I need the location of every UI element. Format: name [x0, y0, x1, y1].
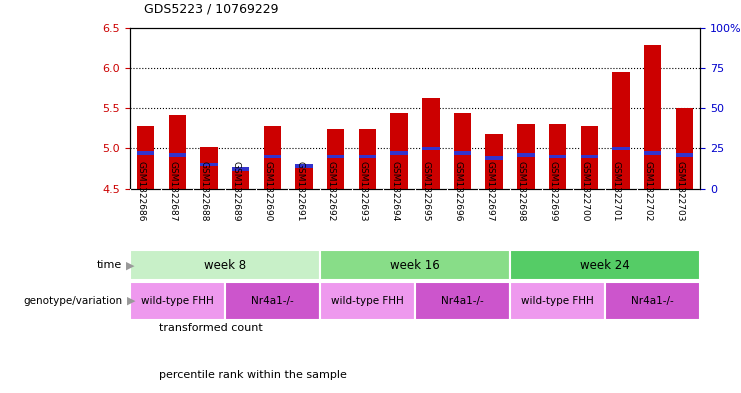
Text: Nr4a1-/-: Nr4a1-/-	[441, 296, 484, 306]
Text: GSM1322696: GSM1322696	[453, 162, 462, 222]
Bar	[137, 126, 154, 189]
Bar	[517, 153, 534, 156]
Bar	[644, 151, 662, 155]
Text: GSM1322691: GSM1322691	[295, 162, 304, 222]
Bar	[510, 250, 700, 280]
Bar	[517, 124, 534, 189]
Bar	[391, 151, 408, 155]
Text: GSM1322697: GSM1322697	[485, 162, 494, 222]
Bar	[422, 147, 439, 150]
Text: time: time	[97, 260, 122, 270]
Bar	[359, 154, 376, 158]
Bar	[510, 282, 605, 320]
Bar	[130, 282, 225, 320]
Bar	[453, 151, 471, 155]
Text: transformed count: transformed count	[159, 323, 263, 333]
Bar	[264, 154, 281, 158]
Bar	[612, 72, 630, 189]
Text: Nr4a1-/-: Nr4a1-/-	[251, 296, 293, 306]
Bar	[549, 124, 566, 189]
Bar	[168, 153, 186, 156]
Bar	[453, 113, 471, 189]
Bar	[296, 164, 313, 168]
Text: GSM1322687: GSM1322687	[168, 162, 177, 222]
Text: ▶: ▶	[126, 260, 134, 270]
Text: GSM1322693: GSM1322693	[359, 162, 368, 222]
Text: GSM1322690: GSM1322690	[263, 162, 273, 222]
Text: GSM1322703: GSM1322703	[675, 162, 685, 222]
Text: Nr4a1-/-: Nr4a1-/-	[631, 296, 674, 306]
Text: week 16: week 16	[390, 259, 440, 272]
Bar	[296, 164, 313, 189]
Bar	[612, 147, 630, 150]
Bar	[605, 282, 700, 320]
Bar	[130, 250, 320, 280]
Text: GSM1322700: GSM1322700	[580, 162, 589, 222]
Bar	[320, 282, 415, 320]
Text: GSM1322694: GSM1322694	[390, 162, 399, 222]
Bar	[422, 97, 439, 189]
Bar	[168, 114, 186, 189]
Text: GSM1322702: GSM1322702	[644, 162, 653, 222]
Bar	[327, 129, 345, 189]
Text: GSM1322701: GSM1322701	[612, 162, 621, 222]
Text: percentile rank within the sample: percentile rank within the sample	[159, 370, 348, 380]
Bar	[676, 108, 693, 189]
Bar	[264, 126, 281, 189]
Text: GSM1322692: GSM1322692	[327, 162, 336, 222]
Bar	[391, 113, 408, 189]
Text: GSM1322689: GSM1322689	[232, 162, 241, 222]
Bar	[232, 167, 249, 171]
Text: wild-type FHH: wild-type FHH	[331, 296, 404, 306]
Text: wild-type FHH: wild-type FHH	[521, 296, 594, 306]
Text: wild-type FHH: wild-type FHH	[141, 296, 213, 306]
Text: week 8: week 8	[204, 259, 246, 272]
Bar	[676, 153, 693, 156]
Text: ▶: ▶	[127, 296, 136, 306]
Bar	[581, 126, 598, 189]
Text: GDS5223 / 10769229: GDS5223 / 10769229	[144, 3, 279, 16]
Bar	[415, 282, 510, 320]
Bar	[644, 45, 662, 189]
Bar	[485, 156, 503, 160]
Bar	[581, 154, 598, 158]
Bar	[327, 154, 345, 158]
Bar	[225, 282, 320, 320]
Bar	[137, 151, 154, 155]
Text: GSM1322688: GSM1322688	[200, 162, 209, 222]
Bar	[485, 134, 503, 189]
Text: GSM1322698: GSM1322698	[517, 162, 526, 222]
Bar	[549, 154, 566, 158]
Text: week 24: week 24	[580, 259, 630, 272]
Bar	[232, 170, 249, 189]
Bar	[320, 250, 510, 280]
Text: GSM1322686: GSM1322686	[136, 162, 145, 222]
Bar	[359, 129, 376, 189]
Bar	[200, 163, 218, 166]
Text: GSM1322695: GSM1322695	[422, 162, 431, 222]
Text: GSM1322699: GSM1322699	[548, 162, 557, 222]
Text: genotype/variation: genotype/variation	[23, 296, 122, 306]
Bar	[200, 147, 218, 189]
